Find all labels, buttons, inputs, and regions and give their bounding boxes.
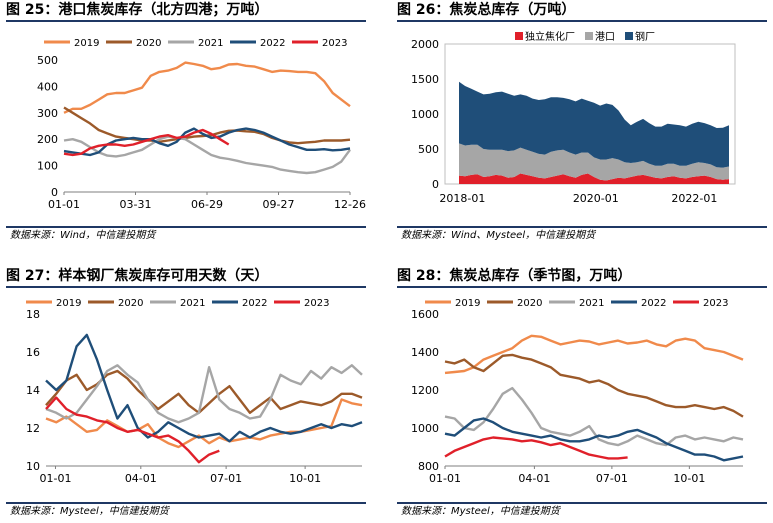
series-line-2021 (444, 386, 744, 447)
legend-label: 2021 (579, 298, 604, 309)
x-tick-label: 06-29 (191, 198, 223, 211)
series-line-2022 (45, 333, 363, 443)
y-tick-label: 1600 (411, 308, 439, 321)
data-source: 数据来源：Wind，中信建投期货 (6, 226, 366, 244)
y-tick-label: 0 (51, 186, 58, 199)
panel-port-coke-inventory: 图 25：港口焦炭库存（北方四港；万吨） 0 100 200 300 400 500 01-… (6, 0, 366, 244)
y-tick-label: 200 (37, 133, 58, 146)
legend-label: 2023 (322, 38, 347, 49)
y-tick-label: 18 (26, 308, 40, 321)
area-钢厂 (459, 81, 729, 168)
x-tick-label: 12-26 (334, 198, 366, 211)
legend-label: 独立焦化厂 (525, 30, 575, 43)
x-tick-label: 01-01 (39, 472, 71, 485)
y-tick-label: 500 (37, 54, 58, 67)
y-tick-label: 100 (37, 160, 58, 173)
total-coke-inventory-chart: 0 500 1000 1500 2000 2018-01 2020-01 2022-01 独立焦… (411, 30, 736, 205)
legend-label: 港口 (595, 31, 615, 43)
legend-label: 2020 (517, 298, 542, 309)
series-line-2019 (444, 334, 744, 375)
chart-title: 图 28：焦炭总库存（季节图，万吨） (397, 266, 767, 288)
chart-title: 图 27：样本钢厂焦炭库存可用天数（天） (6, 266, 366, 288)
legend-label: 2022 (260, 38, 285, 49)
legend-label: 钢厂 (635, 30, 655, 43)
x-tick-label: 07-01 (210, 472, 242, 485)
series-line-2019 (45, 398, 363, 449)
y-tick-label: 1400 (411, 346, 439, 359)
x-tick-label: 2022-01 (671, 192, 717, 205)
chart-title: 图 26：焦炭总库存（万吨） (397, 0, 767, 22)
data-source: 数据来源：Mysteel，中信建投期货 (6, 502, 366, 520)
data-source: 数据来源：Mysteel，中信建投期货 (397, 502, 767, 520)
y-tick-label: 400 (37, 80, 58, 93)
series-line-2023 (63, 128, 230, 157)
legend-label: 2020 (136, 38, 161, 49)
legend-label: 2019 (56, 298, 81, 309)
y-tick-label: 0 (432, 178, 439, 191)
y-tick-label: 800 (418, 460, 439, 473)
y-tick-label: 12 (26, 422, 40, 435)
legend-label: 2023 (703, 298, 728, 309)
area-港口 (459, 143, 729, 181)
panel-total-coke-inventory: 图 26：焦炭总库存（万吨） 0 500 1000 1500 2000 2018-01 20… (397, 0, 767, 244)
series-line-2023 (444, 436, 628, 460)
x-tick-label: 10-01 (289, 472, 321, 485)
legend-label: 2022 (641, 298, 666, 309)
y-tick-label: 2000 (411, 38, 439, 51)
y-tick-label: 500 (418, 143, 439, 156)
x-tick-label: 07-01 (596, 472, 628, 485)
legend-swatch (625, 32, 633, 40)
total-coke-seasonal-chart: 800 1000 1200 1400 1600 01-01 04-01 07-01 10-01 2… (411, 298, 744, 485)
legend-label: 2022 (242, 298, 267, 309)
series-line-2022 (63, 127, 351, 157)
legend-label: 2023 (304, 298, 329, 309)
x-tick-label: 03-31 (120, 198, 152, 211)
series-line-2019 (63, 61, 351, 114)
y-tick-label: 16 (26, 346, 40, 359)
port-coke-inventory-chart: 0 100 200 300 400 500 01-01 03-31 06-29 09-27 12-2… (37, 38, 366, 211)
x-tick-label: 04-01 (125, 472, 157, 485)
legend-label: 2020 (118, 298, 143, 309)
steel-mill-coke-days-chart: 10 12 14 16 18 01-01 04-01 07-01 10-01 2019 2020 20… (26, 298, 363, 485)
y-tick-label: 1200 (411, 384, 439, 397)
y-tick-label: 1000 (411, 422, 439, 435)
y-tick-label: 1000 (411, 108, 439, 121)
x-tick-label: 01-01 (48, 198, 80, 211)
x-tick-label: 09-27 (263, 198, 295, 211)
panel-steel-mill-coke-days: 图 27：样本钢厂焦炭库存可用天数（天） 10 12 14 16 18 01-01 04-0… (6, 266, 366, 520)
y-tick-label: 14 (26, 384, 40, 397)
legend-swatch (515, 32, 523, 40)
legend-swatch (585, 32, 593, 40)
series-line-2021 (45, 364, 363, 424)
area-独立焦化厂 (459, 173, 729, 184)
series-line-2022 (444, 417, 744, 462)
x-tick-label: 2018-01 (439, 192, 485, 205)
x-tick-label: 10-01 (673, 472, 705, 485)
legend-label: 2019 (455, 298, 480, 309)
chart-title: 图 25：港口焦炭库存（北方四港；万吨） (6, 0, 366, 22)
y-tick-label: 10 (26, 460, 40, 473)
x-tick-label: 04-01 (518, 472, 550, 485)
legend-label: 2021 (180, 298, 205, 309)
legend-label: 2019 (74, 38, 99, 49)
series-line-2021 (63, 135, 351, 175)
y-tick-label: 1500 (411, 73, 439, 86)
series-line-2023 (45, 396, 220, 464)
series-line-2020 (63, 106, 351, 145)
legend-label: 2021 (198, 38, 223, 49)
series-line-2020 (444, 353, 744, 418)
data-source: 数据来源：Wind、Mysteel，中信建投期货 (397, 226, 767, 244)
panel-total-coke-seasonal: 图 28：焦炭总库存（季节图，万吨） 800 1000 1200 1400 1600 01… (397, 266, 767, 520)
y-tick-label: 300 (37, 107, 58, 120)
x-tick-label: 2020-01 (573, 192, 619, 205)
x-tick-label: 01-01 (429, 472, 461, 485)
